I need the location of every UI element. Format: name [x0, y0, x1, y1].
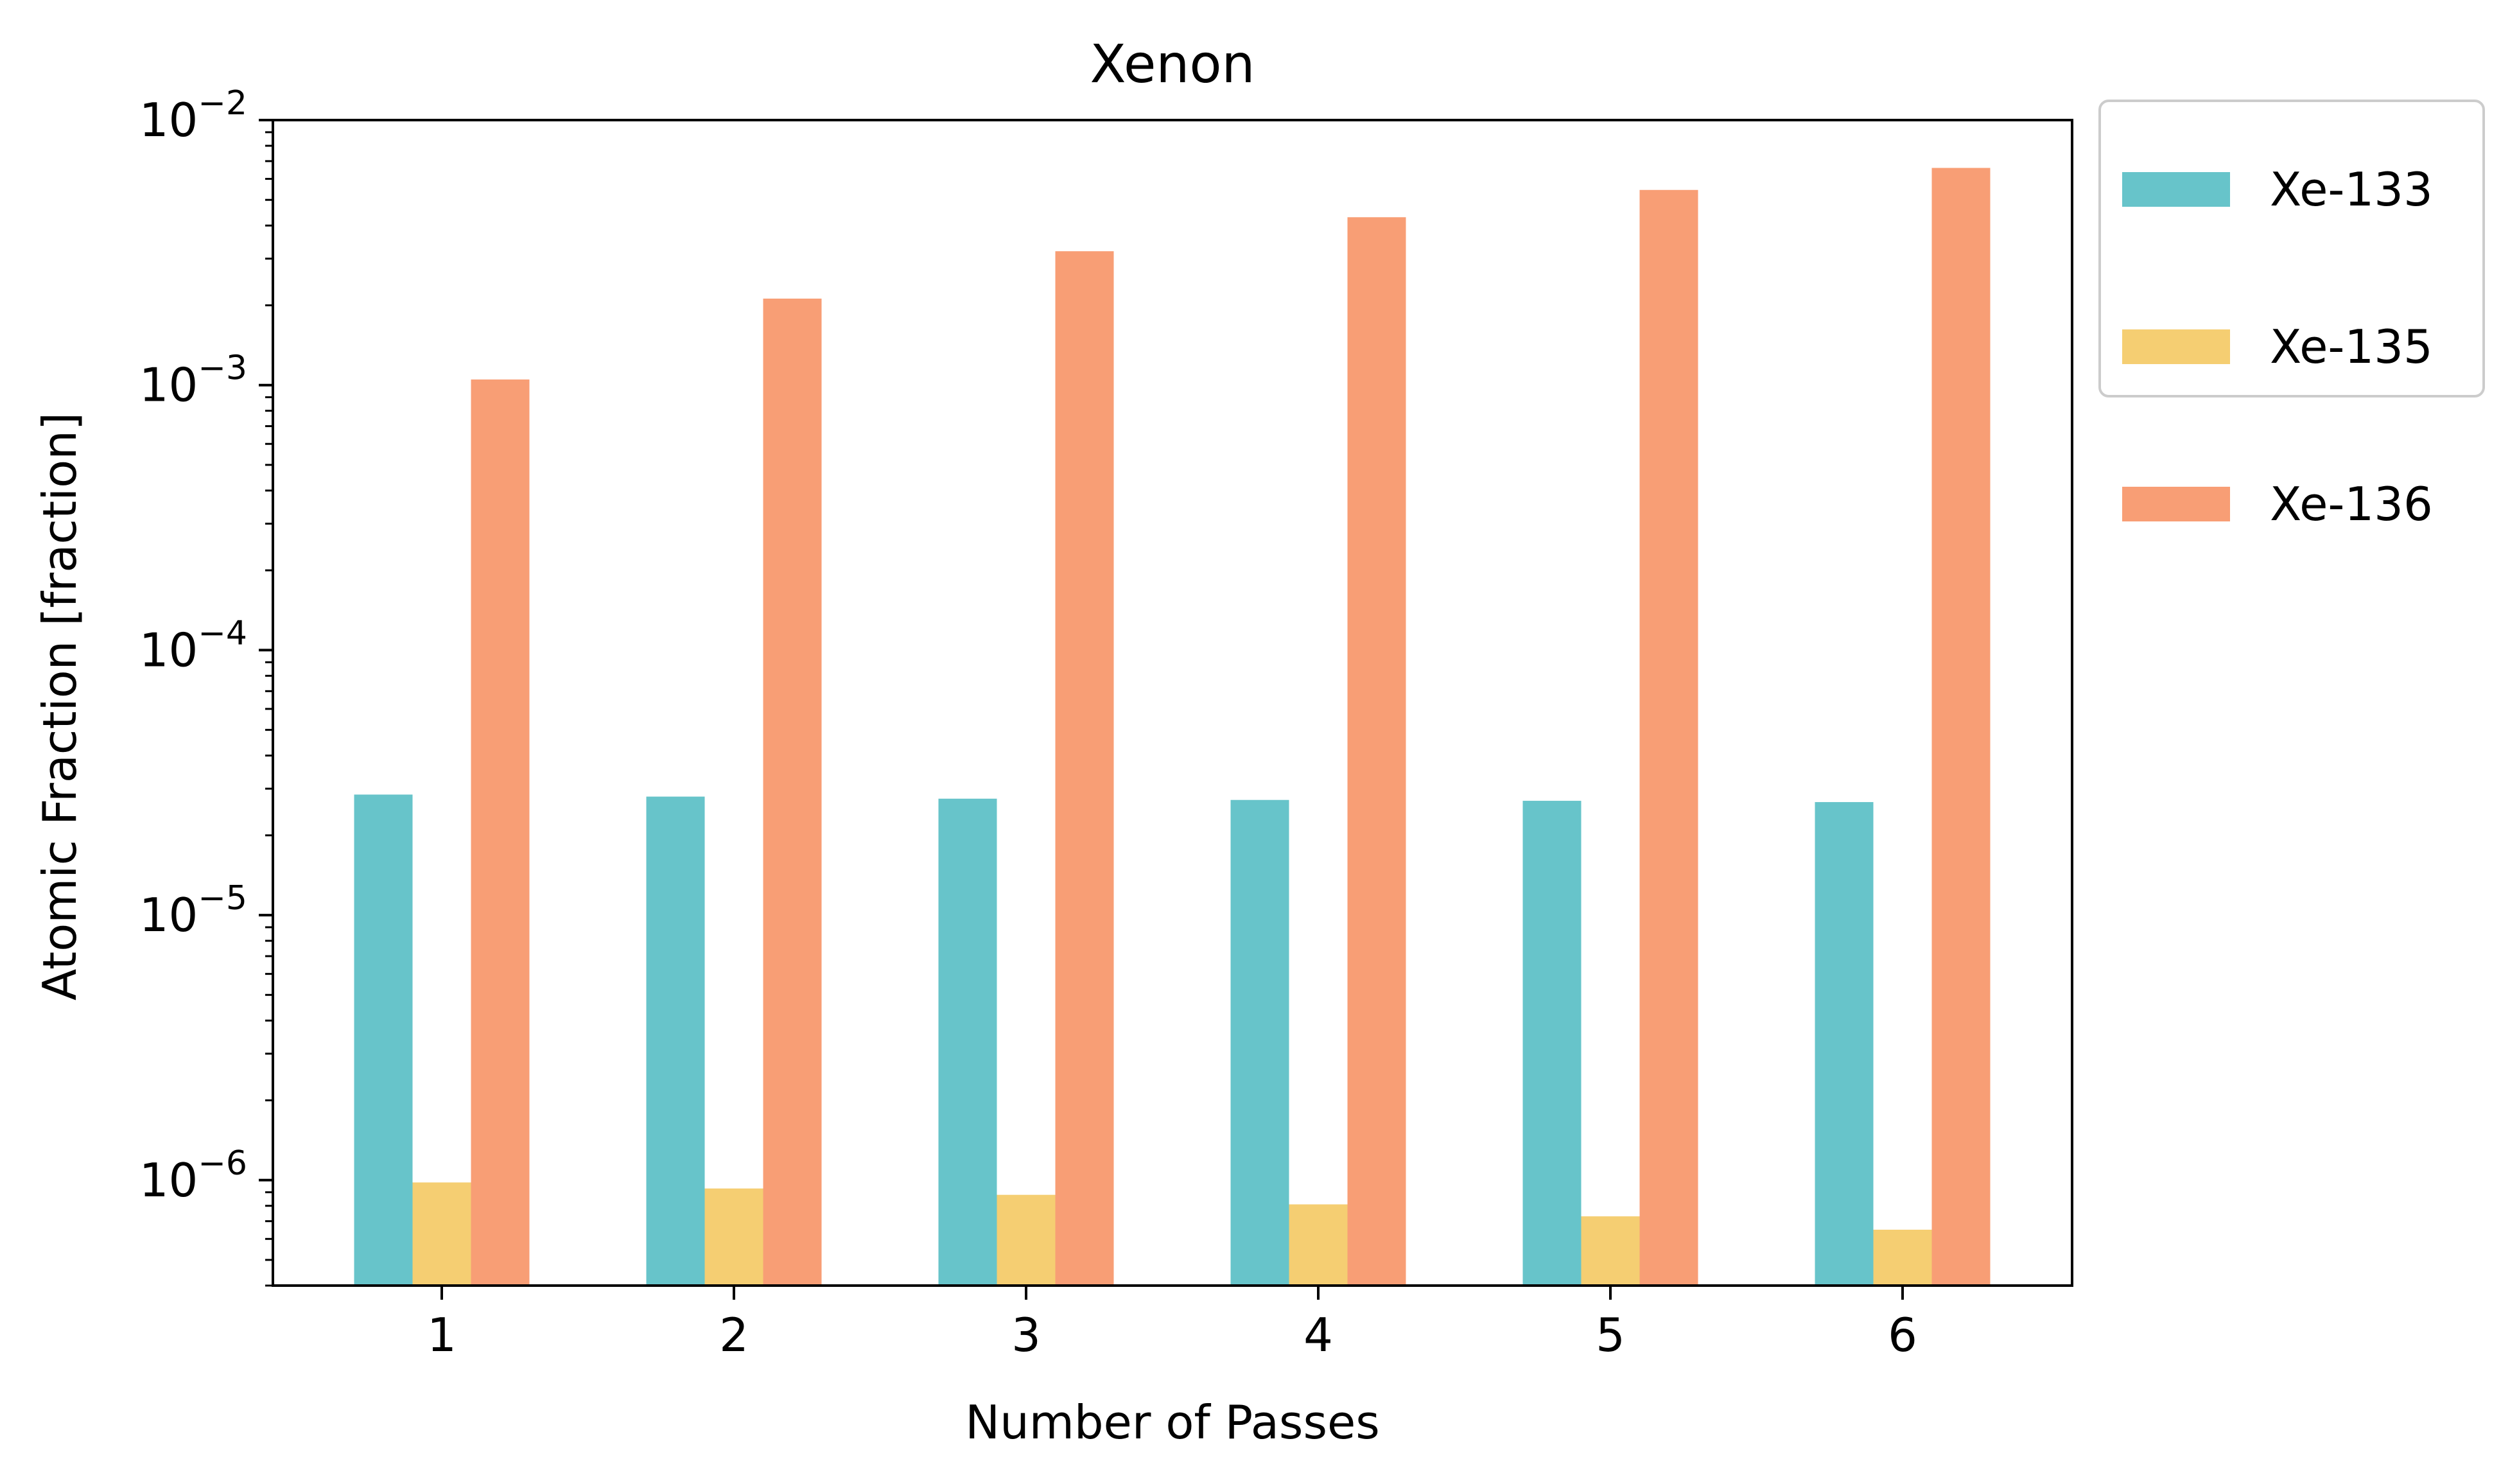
bar-xe-136-pass-4 [1347, 217, 1406, 1286]
bar-xe-135-pass-2 [704, 1188, 763, 1286]
bar-xe-133-pass-6 [1815, 802, 1874, 1286]
bar-xe-133-pass-2 [646, 796, 705, 1286]
bar-xe-136-pass-1 [471, 379, 530, 1286]
legend-label-xe-136: Xe-136 [2270, 477, 2433, 531]
y-axis-label: Atomic Fraction [fraction] [33, 412, 87, 1000]
y-tick-label: 10−4 [139, 614, 247, 677]
plot-frame [272, 119, 2073, 1287]
bar-xe-133-pass-1 [354, 794, 413, 1286]
x-tick-label: 2 [719, 1308, 749, 1362]
legend: Xe-133 Xe-135 Xe-136 [2098, 100, 2485, 531]
x-tick-label: 3 [1011, 1308, 1041, 1362]
bar-xe-135-pass-3 [997, 1194, 1056, 1286]
bar-xe-136-pass-3 [1055, 251, 1114, 1286]
x-axis-label: Number of Passes [965, 1395, 1380, 1449]
x-tick-label: 1 [427, 1308, 457, 1362]
plot-area: 1 2 3 4 5 6 10−6 10−5 10−4 10−3 10−2 [139, 84, 1991, 1362]
bar-xe-135-pass-5 [1581, 1216, 1640, 1286]
bar-xe-135-pass-4 [1289, 1204, 1348, 1286]
bar-xe-133-pass-4 [1230, 799, 1289, 1286]
legend-swatch-xe-135 [2122, 329, 2230, 364]
bar-xe-133-pass-5 [1522, 801, 1582, 1286]
legend-label-xe-133: Xe-133 [2270, 162, 2433, 216]
legend-label-xe-135: Xe-135 [2270, 320, 2433, 374]
x-tick-label: 6 [1888, 1308, 1917, 1362]
y-tick-label: 10−2 [139, 84, 247, 147]
bar-xe-136-pass-5 [1639, 189, 1698, 1286]
chart-title: Xenon [1090, 34, 1255, 95]
bar-xe-135-pass-6 [1873, 1229, 1932, 1286]
y-tick-label: 10−6 [139, 1144, 247, 1207]
legend-swatch-xe-136 [2122, 487, 2230, 521]
legend-swatch-xe-133 [2122, 172, 2230, 207]
bar-xe-135-pass-1 [412, 1182, 471, 1286]
x-tick-label: 4 [1303, 1308, 1333, 1362]
bar-xe-136-pass-6 [1931, 168, 1991, 1286]
y-tick-label: 10−3 [139, 349, 247, 412]
y-tick-label: 10−5 [139, 879, 247, 942]
x-tick-label: 5 [1596, 1308, 1625, 1362]
bar-xe-136-pass-2 [763, 299, 822, 1286]
bar-xe-133-pass-3 [938, 798, 997, 1286]
